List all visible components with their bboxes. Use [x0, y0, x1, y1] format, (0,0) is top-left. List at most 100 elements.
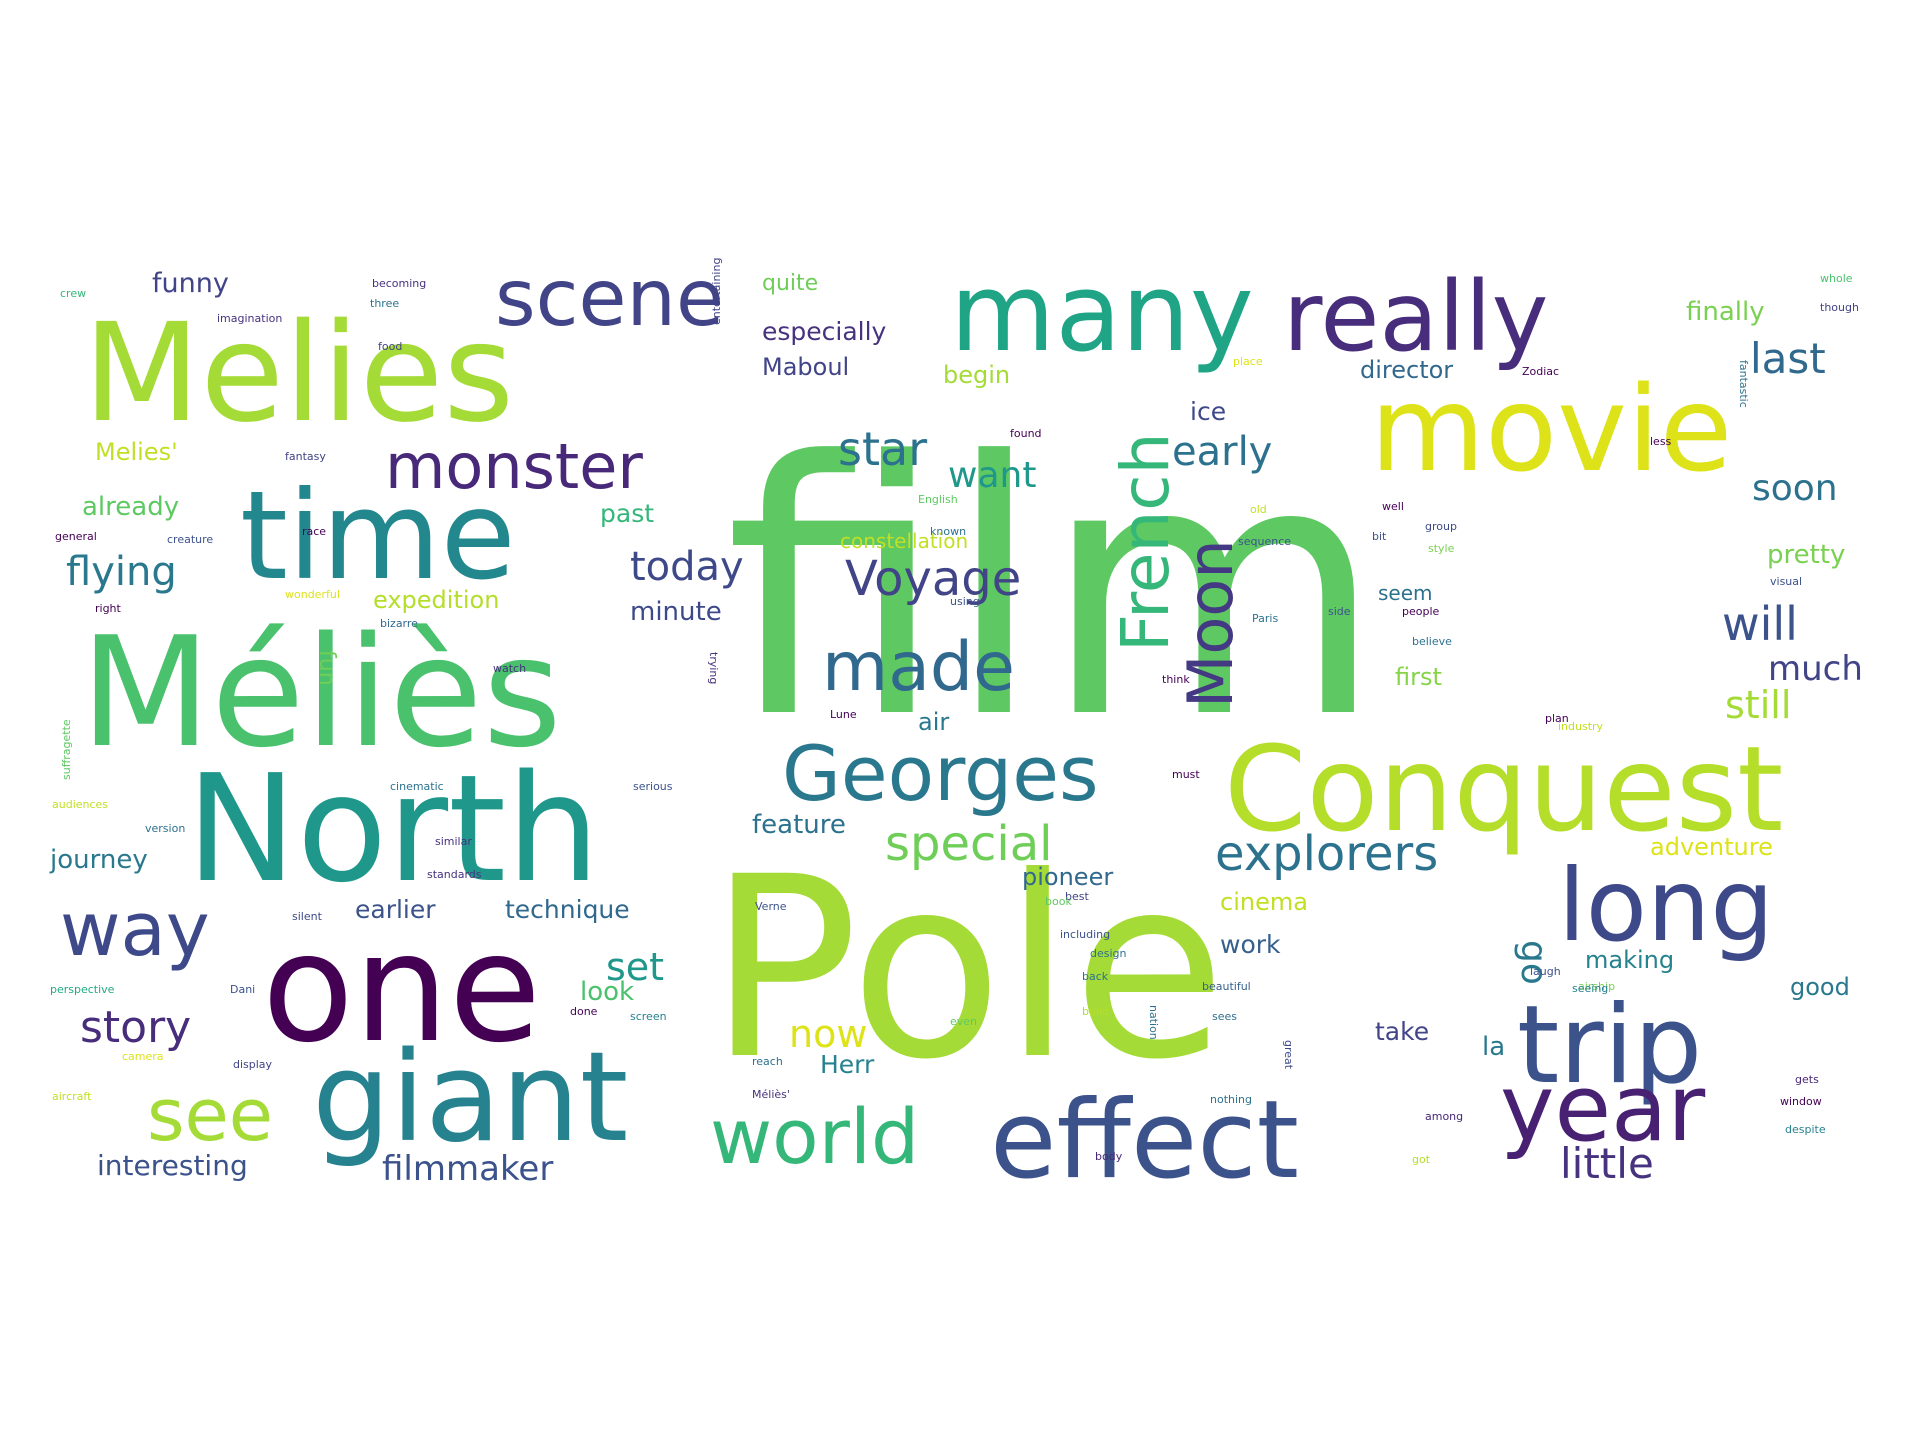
cloud-word: Paris [1252, 612, 1278, 625]
cloud-word: standards [427, 868, 482, 881]
cloud-word: camera [122, 1050, 164, 1063]
cloud-word: technique [505, 895, 630, 924]
cloud-word: still [1725, 683, 1791, 727]
cloud-word: Dani [230, 983, 255, 996]
cloud-word: past [600, 499, 654, 528]
cloud-word: feature [752, 810, 846, 840]
cloud-word: English [918, 493, 958, 506]
cloud-word: gets [1795, 1073, 1819, 1086]
cloud-word: despite [1785, 1123, 1826, 1136]
cloud-word: pretty [1767, 540, 1845, 570]
cloud-word: funny [152, 268, 229, 299]
cloud-word: nation [1147, 1005, 1160, 1040]
cloud-word: less [1650, 435, 1672, 448]
cloud-word: found [1010, 427, 1042, 440]
cloud-word: North [186, 743, 600, 915]
cloud-word: will [1722, 597, 1798, 651]
cloud-word: made [822, 628, 1015, 707]
cloud-word: really [1283, 261, 1548, 373]
cloud-word: set [606, 945, 664, 989]
cloud-word: food [378, 340, 402, 353]
cloud-word: movie [1370, 360, 1732, 498]
cloud-word: perspective [50, 983, 115, 996]
cloud-word: seem [1378, 581, 1433, 605]
cloud-word: soon [1752, 468, 1838, 509]
cloud-word: known [930, 525, 966, 538]
cloud-word: Pole [708, 823, 1226, 1114]
cloud-word: want [948, 455, 1036, 496]
cloud-word: special [885, 816, 1052, 872]
cloud-word: fun [314, 650, 339, 686]
cloud-word: creature [167, 533, 213, 546]
cloud-word: becoming [372, 277, 426, 290]
cloud-word: French [1107, 433, 1184, 652]
cloud-word: suffragette [60, 719, 73, 780]
cloud-word: Lune [830, 708, 857, 721]
cloud-word: silent [292, 910, 323, 923]
cloud-word: beautiful [1202, 980, 1251, 993]
cloud-word: Georges [782, 729, 1099, 818]
cloud-word: cinematic [390, 780, 444, 793]
cloud-word: journey [49, 845, 148, 875]
cloud-word: well [1382, 500, 1404, 513]
cloud-word: industry [1558, 720, 1604, 733]
cloud-word: sees [1212, 1010, 1237, 1023]
cloud-word: aircraft [52, 1090, 92, 1103]
cloud-word: including [1060, 928, 1110, 941]
cloud-word: Voyage [845, 551, 1021, 607]
cloud-word: place [1233, 355, 1263, 368]
cloud-word: style [1428, 542, 1455, 555]
cloud-word: audiences [52, 798, 108, 811]
cloud-word: cinema [1220, 888, 1308, 916]
cloud-word: ice [1190, 397, 1226, 426]
cloud-word: similar [435, 835, 472, 848]
cloud-word: trying [707, 652, 720, 684]
cloud-word: good [1790, 973, 1850, 1001]
cloud-word: Méliès [80, 604, 562, 781]
cloud-word: plan [1545, 712, 1569, 725]
cloud-word: even [950, 1015, 977, 1028]
cloud-word: watch [493, 662, 526, 675]
cloud-word: among [1425, 1110, 1463, 1123]
cloud-word: side [1328, 605, 1351, 618]
cloud-word: quite [762, 271, 818, 296]
cloud-word: fantastic [1737, 360, 1750, 408]
cloud-word: Zodiac [1522, 365, 1559, 378]
cloud-word: people [1402, 605, 1440, 618]
cloud-word: three [370, 297, 399, 310]
cloud-word: group [1425, 520, 1457, 533]
cloud-word: scene [495, 254, 724, 344]
cloud-word: look [580, 977, 634, 1007]
cloud-word: think [1162, 673, 1190, 686]
cloud-word: Herr [820, 1050, 875, 1079]
cloud-word: interesting [97, 1149, 248, 1182]
cloud-word: la [1482, 1032, 1505, 1062]
cloud-word: begin [943, 361, 1010, 389]
cloud-word: filmmaker [382, 1149, 553, 1189]
cloud-word: first [1395, 663, 1442, 691]
cloud-word: old [1250, 503, 1267, 516]
cloud-word: Melies [83, 295, 514, 453]
cloud-word: expedition [373, 586, 499, 614]
cloud-word: crew [60, 287, 86, 300]
cloud-word: Conquest [1224, 720, 1783, 858]
cloud-word: seeing [1572, 982, 1608, 995]
cloud-word: especially [762, 317, 887, 346]
cloud-word: though [1820, 301, 1859, 314]
cloud-word: early [1172, 429, 1272, 475]
cloud-word: whole [1820, 272, 1853, 285]
cloud-word: general [55, 530, 97, 543]
cloud-word: see [147, 1073, 273, 1157]
cloud-word: must [1172, 768, 1200, 781]
cloud-word: build [1082, 1005, 1109, 1018]
cloud-word: last [1750, 334, 1826, 383]
cloud-word: nothing [1210, 1093, 1252, 1106]
cloud-word: air [918, 708, 949, 736]
cloud-word: got [1412, 1153, 1431, 1166]
cloud-word: long [1558, 847, 1774, 964]
cloud-word: back [1082, 970, 1109, 983]
cloud-word: believe [1412, 635, 1452, 648]
cloud-word: airship [1578, 980, 1615, 993]
cloud-word: Melies' [95, 438, 178, 466]
cloud-word: finally [1686, 297, 1765, 327]
